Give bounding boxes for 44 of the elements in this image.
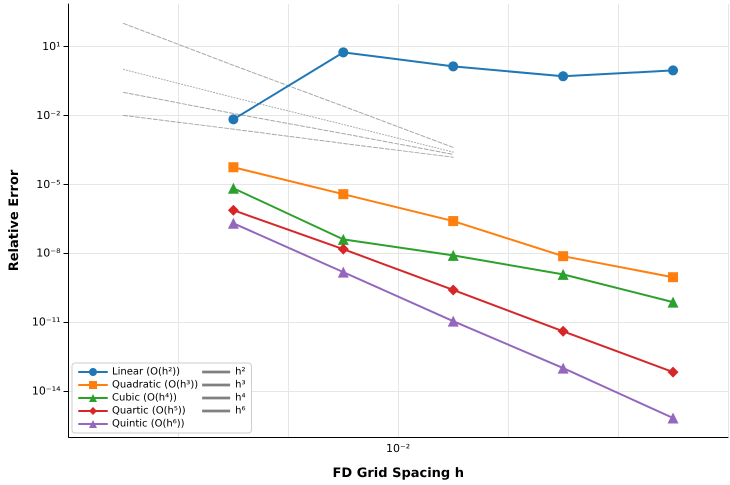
legend-label: h² — [235, 366, 246, 378]
point — [448, 61, 458, 72]
point — [558, 362, 569, 374]
point — [668, 412, 679, 424]
y-axis-title: Relative Error — [7, 169, 22, 272]
legend-label: Quintic (O(h⁶)) — [112, 418, 185, 430]
point — [668, 296, 679, 308]
x-axis-title: FD Grid Spacing h — [332, 466, 464, 481]
point — [558, 326, 569, 337]
point — [338, 189, 348, 200]
point — [448, 284, 459, 296]
text: 10⁻² — [386, 442, 410, 455]
point — [338, 266, 349, 278]
point — [338, 244, 349, 255]
legend-label: h³ — [235, 380, 246, 390]
y-tick-label: 10⁻⁸ — [36, 246, 62, 260]
legend-label: h⁴ — [235, 392, 246, 404]
point — [228, 114, 238, 124]
legend-label: Quadratic (O(h³)) — [112, 380, 198, 390]
y-tick-label: 10⁻⁵ — [36, 178, 61, 191]
line-series — [122, 22, 454, 148]
legend-label: Quartic (O(h⁵)) — [112, 406, 186, 416]
y-tick-label: 10⁻² — [36, 108, 61, 122]
y-tick-label: 10⁻¹¹ — [32, 316, 61, 329]
y-tick-label: 10¹ — [42, 40, 61, 53]
point — [668, 65, 678, 76]
point — [558, 268, 569, 280]
point — [668, 366, 679, 378]
point — [558, 71, 568, 82]
legend-label: h⁶ — [235, 406, 246, 416]
point — [448, 216, 458, 226]
legend-label: Linear (O(h²)) — [112, 366, 180, 378]
point — [668, 272, 678, 282]
point — [448, 250, 459, 261]
point — [338, 47, 348, 58]
point — [448, 316, 459, 327]
y-tick-label: 10⁻¹⁴ — [32, 384, 62, 398]
point — [338, 234, 349, 245]
point — [228, 182, 239, 194]
point — [228, 162, 238, 172]
point — [558, 251, 568, 262]
point — [228, 204, 239, 216]
point — [228, 218, 239, 229]
legend-label: Cubic (O(h⁴)) — [112, 392, 178, 404]
